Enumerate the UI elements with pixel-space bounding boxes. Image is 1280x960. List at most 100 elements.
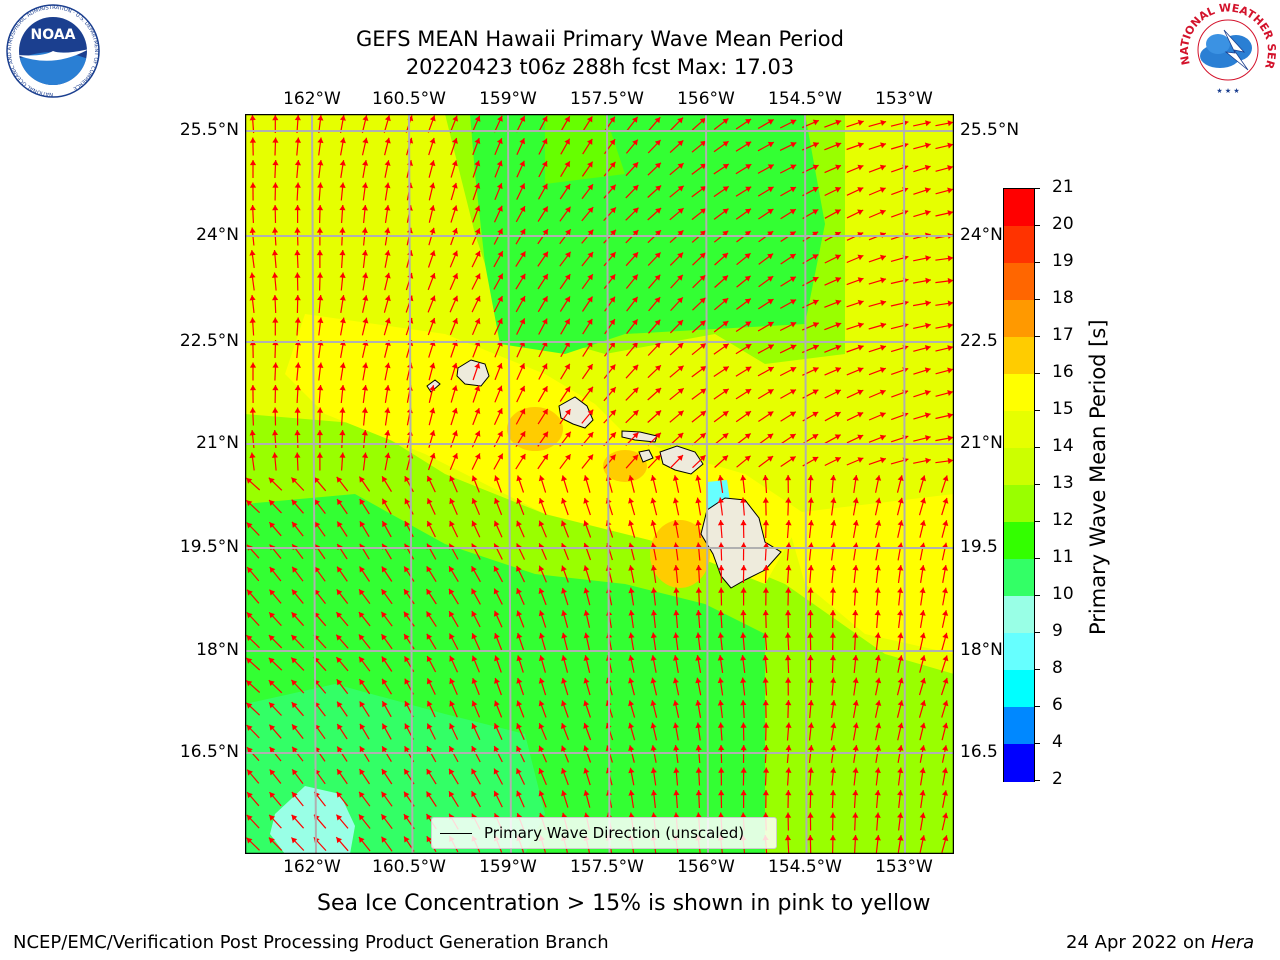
wave-arrow-head bbox=[609, 139, 616, 146]
colorbar-segment bbox=[1004, 337, 1034, 375]
wave-arrow-head bbox=[426, 746, 433, 753]
wave-arrow-head bbox=[294, 160, 301, 166]
colorbar-tick bbox=[1034, 410, 1040, 411]
wave-arrow-head bbox=[650, 632, 657, 639]
wave-arrow-head bbox=[429, 295, 436, 302]
wave-arrow-head bbox=[744, 455, 751, 462]
wave-arrow-head bbox=[317, 317, 324, 324]
wave-arrow-head bbox=[812, 411, 819, 418]
colorbar-tick bbox=[1034, 706, 1040, 707]
wave-arrow-head bbox=[452, 430, 458, 437]
wave-arrow-head bbox=[249, 295, 256, 301]
wave-arrow-head bbox=[924, 367, 931, 374]
wave-arrow-head bbox=[587, 386, 593, 393]
wave-arrow-head bbox=[717, 475, 724, 481]
wave-arrow-head bbox=[587, 207, 594, 213]
wave-arrow-head bbox=[564, 363, 570, 370]
wave-arrow-head bbox=[561, 498, 567, 504]
wave-arrow-head bbox=[834, 389, 841, 396]
meridian-line bbox=[311, 113, 317, 855]
legend-label: Primary Wave Direction (unscaled) bbox=[484, 824, 745, 842]
wave-arrow-head bbox=[879, 209, 886, 216]
wave-arrow-head bbox=[628, 677, 635, 684]
wave-arrow-head bbox=[359, 589, 365, 596]
wave-arrow-head bbox=[542, 296, 548, 303]
wave-arrow-head bbox=[924, 345, 931, 351]
wave-arrow-head bbox=[677, 140, 684, 147]
wave-arrow-head bbox=[857, 119, 864, 126]
wave-arrow-head bbox=[269, 792, 276, 798]
wave-arrow-head bbox=[542, 183, 548, 190]
wave-arrow-head bbox=[722, 253, 728, 259]
wave-arrow-head bbox=[740, 632, 747, 638]
wave-arrow-head bbox=[497, 453, 503, 460]
wave-arrow-head bbox=[291, 635, 298, 641]
wave-arrow-head bbox=[673, 767, 680, 773]
wave-arrow-head bbox=[403, 611, 410, 618]
wave-arrow-head bbox=[789, 456, 796, 462]
wave-arrow-head bbox=[429, 227, 436, 234]
wave-arrow-head bbox=[879, 434, 886, 441]
wave-arrow-head bbox=[359, 746, 366, 753]
wave-arrow-head bbox=[317, 182, 324, 188]
wave-arrow-head bbox=[632, 207, 639, 214]
wave-arrow-head bbox=[897, 497, 904, 504]
wave-arrow-head bbox=[291, 837, 298, 844]
wave-arrow-head bbox=[785, 610, 792, 616]
wave-arrow-head bbox=[358, 837, 365, 843]
wave-arrow-head bbox=[763, 745, 770, 751]
wave-arrow-head bbox=[740, 587, 747, 593]
wave-arrow-head bbox=[519, 385, 526, 392]
wave-arrow-head bbox=[475, 273, 481, 280]
wave-arrow-head bbox=[384, 317, 391, 324]
wave-arrow-head bbox=[875, 542, 882, 549]
wave-arrow-head bbox=[784, 632, 792, 638]
wave-arrow-head bbox=[382, 723, 388, 730]
wave-arrow-head bbox=[404, 791, 410, 798]
wave-arrow-head bbox=[790, 164, 797, 170]
wave-arrow-head bbox=[294, 430, 301, 436]
wave-arrow-head bbox=[628, 745, 635, 751]
wave-arrow-head bbox=[249, 205, 256, 211]
wave-arrow-head bbox=[339, 317, 346, 324]
wave-arrow-head bbox=[361, 205, 368, 211]
wave-arrow-head bbox=[672, 475, 679, 481]
wave-arrow-head bbox=[677, 410, 684, 417]
wave-arrow-head bbox=[834, 254, 841, 260]
wave-arrow-head bbox=[583, 700, 590, 707]
wave-arrow-head bbox=[947, 367, 953, 374]
wave-arrow-head bbox=[700, 366, 707, 372]
wave-arrow-head bbox=[812, 389, 819, 395]
wave-arrow-head bbox=[699, 118, 706, 124]
wave-arrow-head bbox=[426, 656, 433, 662]
wave-arrow-head bbox=[875, 520, 882, 526]
wave-arrow-head bbox=[496, 160, 503, 167]
wave-arrow-head bbox=[246, 635, 253, 641]
wave-arrow-head bbox=[897, 520, 904, 526]
wave-arrow-head bbox=[429, 318, 436, 324]
wave-arrow-head bbox=[429, 250, 436, 257]
wave-arrow-head bbox=[538, 520, 545, 527]
wave-arrow-head bbox=[767, 186, 774, 193]
field-9-patch bbox=[270, 786, 355, 854]
wave-arrow-head bbox=[246, 478, 253, 484]
wave-arrow-head bbox=[586, 116, 593, 123]
colorbar-segment bbox=[1004, 522, 1034, 560]
wave-arrow-head bbox=[493, 746, 500, 752]
wave-arrow-head bbox=[497, 408, 503, 415]
wave-arrow-head bbox=[650, 700, 657, 706]
wave-arrow-head bbox=[919, 790, 926, 796]
wave-arrow-head bbox=[677, 163, 684, 169]
footer-left: NCEP/EMC/Verification Post Processing Pr… bbox=[13, 932, 609, 953]
wave-arrow-head bbox=[384, 250, 391, 256]
wave-arrow-head bbox=[339, 272, 346, 278]
wave-arrow-head bbox=[767, 433, 774, 440]
wave-arrow-head bbox=[807, 497, 814, 503]
wave-arrow-head bbox=[542, 206, 548, 213]
wave-arrow-head bbox=[740, 520, 747, 526]
wave-arrow-head bbox=[942, 655, 949, 662]
wave-arrow-head bbox=[695, 542, 702, 548]
wave-arrow-head bbox=[717, 497, 724, 504]
wave-arrow-head bbox=[317, 272, 324, 278]
lon-tick-label: 159°W bbox=[479, 89, 537, 109]
